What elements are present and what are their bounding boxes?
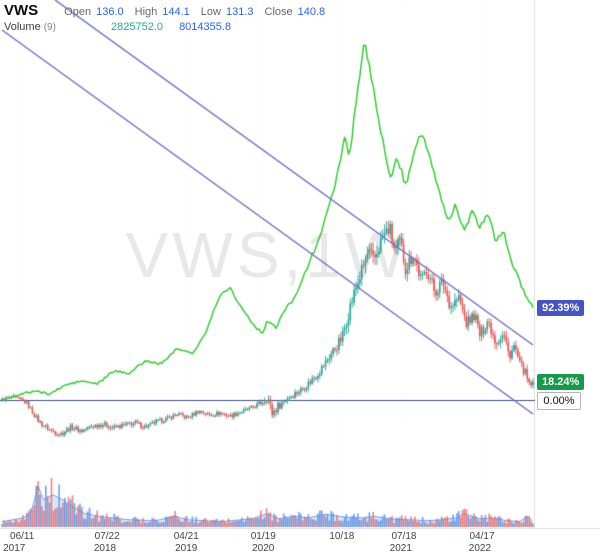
- compare-change-price-label: 92.39%: [537, 299, 585, 316]
- open-value: 136.0: [96, 6, 124, 18]
- x-year: 2022: [468, 543, 492, 554]
- close-label: Close: [264, 6, 293, 18]
- close-field: Close 140.8: [265, 6, 326, 18]
- x-year: 2017: [3, 543, 26, 554]
- low-value: 131.3: [225, 6, 254, 18]
- low-label: Low: [200, 6, 221, 18]
- volume-indicator-label: Volume: [4, 21, 41, 33]
- x-year: 2018: [93, 543, 117, 554]
- x-tick: 07/22: [94, 531, 120, 542]
- close-value: 140.8: [297, 6, 326, 18]
- symbol-name[interactable]: VWS: [4, 2, 39, 19]
- open-field: Open 136.0: [64, 6, 123, 18]
- high-field: High 144.1: [135, 6, 190, 18]
- x-year: 2021: [389, 543, 412, 554]
- volume-value: 2825752.0: [111, 21, 163, 33]
- x-tick: 07/18: [391, 531, 417, 542]
- high-label: High: [134, 6, 158, 18]
- volume-indicator-param: (9): [43, 22, 56, 33]
- x-tick: 10/18: [329, 531, 355, 542]
- volume-ma-value: 8014355.8: [179, 21, 232, 33]
- symbol-change-price-label: 18.24%: [537, 373, 585, 390]
- x-tick: 04/17: [469, 531, 495, 542]
- volume-indicator-row[interactable]: Volume (9) 2825752.0 8014355.8: [4, 21, 231, 33]
- low-field: Low 131.3: [201, 6, 254, 18]
- open-label: Open: [64, 6, 92, 18]
- x-year: 2020: [252, 543, 275, 554]
- x-tick: 06/11: [10, 531, 35, 542]
- x-tick: 01/19: [250, 531, 276, 542]
- baseline-zero-price-label: 0.00%: [537, 392, 581, 410]
- symbol-header: VWS Open 136.0 High 144.1 Low 131.3 Close 14…: [4, 2, 336, 19]
- x-tick: 04/21: [173, 531, 199, 542]
- x-year: 2019: [175, 543, 198, 554]
- high-value: 144.1: [162, 6, 190, 18]
